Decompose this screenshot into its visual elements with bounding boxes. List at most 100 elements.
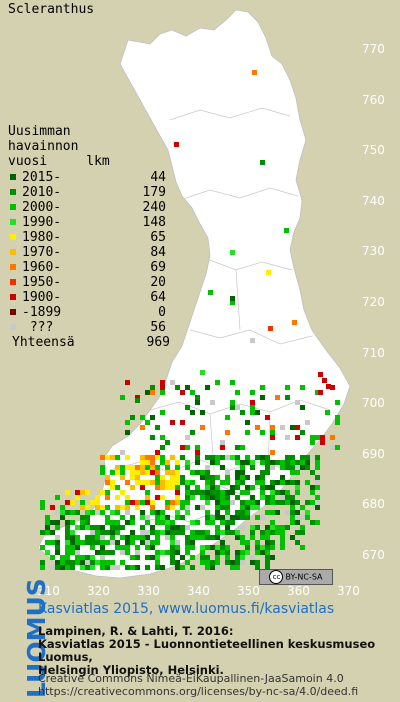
observation-square [85, 565, 90, 570]
observation-square [195, 505, 200, 510]
observation-square [85, 560, 90, 565]
observation-square [200, 370, 205, 375]
observation-square [40, 505, 45, 510]
observation-square [135, 565, 140, 570]
observation-square [310, 485, 315, 490]
observation-square [75, 490, 80, 495]
observation-square [318, 372, 323, 377]
observation-square [275, 500, 280, 505]
observation-square [50, 530, 55, 535]
observation-square [230, 500, 235, 505]
observation-square [208, 290, 213, 295]
observation-square [270, 490, 275, 495]
observation-square [270, 460, 275, 465]
observation-square [240, 535, 245, 540]
observation-square [115, 540, 120, 545]
observation-square [330, 445, 335, 450]
observation-square [305, 420, 310, 425]
legend-count: 179 [142, 185, 166, 200]
observation-square [220, 545, 225, 550]
observation-square [75, 525, 80, 530]
observation-square [280, 465, 285, 470]
observation-square [50, 565, 55, 570]
observation-square [65, 555, 70, 560]
observation-square [225, 525, 230, 530]
observation-square [225, 515, 230, 520]
observation-square [250, 535, 255, 540]
observation-square [130, 485, 135, 490]
observation-square [235, 515, 240, 520]
observation-square [100, 505, 105, 510]
observation-square [190, 520, 195, 525]
observation-square [70, 560, 75, 565]
observation-square [195, 485, 200, 490]
observation-square [284, 228, 289, 233]
observation-square [135, 555, 140, 560]
observation-square [215, 505, 220, 510]
observation-square [250, 505, 255, 510]
observation-square [160, 480, 165, 485]
observation-square [235, 390, 240, 395]
luomus-logo: LUOMUS [4, 578, 51, 698]
observation-square [235, 530, 240, 535]
observation-square [220, 490, 225, 495]
observation-square [165, 505, 170, 510]
legend-count: 20 [150, 275, 166, 290]
observation-square [295, 520, 300, 525]
observation-square [270, 530, 275, 535]
observation-square [175, 510, 180, 515]
legend-count: 56 [150, 320, 166, 335]
observation-square [125, 540, 130, 545]
observation-square [305, 480, 310, 485]
observation-square [285, 435, 290, 440]
observation-square [300, 460, 305, 465]
observation-square [200, 470, 205, 475]
observation-square [50, 555, 55, 560]
observation-square [315, 485, 320, 490]
observation-square [145, 520, 150, 525]
observation-square [200, 530, 205, 535]
observation-square [110, 455, 115, 460]
observation-square [225, 470, 230, 475]
observation-square [225, 550, 230, 555]
observation-square [45, 540, 50, 545]
cc-icon: cc [269, 570, 284, 584]
observation-square [225, 505, 230, 510]
observation-square [195, 520, 200, 525]
observation-square [160, 390, 165, 395]
observation-square [115, 465, 120, 470]
observation-square [205, 560, 210, 565]
observation-square [205, 490, 210, 495]
observation-square [100, 490, 105, 495]
observation-square [205, 385, 210, 390]
observation-square [270, 540, 275, 545]
observation-square [215, 455, 220, 460]
observation-square [135, 398, 140, 403]
observation-square [210, 490, 215, 495]
observation-square [220, 520, 225, 525]
observation-square [235, 470, 240, 475]
observation-square [190, 430, 195, 435]
observation-square [100, 560, 105, 565]
observation-square [280, 545, 285, 550]
observation-square [255, 560, 260, 565]
observation-square [265, 510, 270, 515]
observation-square [95, 500, 100, 505]
observation-square [85, 555, 90, 560]
observation-square [280, 460, 285, 465]
observation-square [210, 515, 215, 520]
total-value: 969 [146, 335, 170, 350]
observation-square [85, 490, 90, 495]
observation-square [95, 535, 100, 540]
observation-square [80, 515, 85, 520]
observation-square [125, 500, 130, 505]
atlas-headline[interactable]: Kasviatlas 2015, www.luomus.fi/kasviatla… [38, 601, 335, 617]
observation-square [215, 550, 220, 555]
observation-square [295, 480, 300, 485]
license-line[interactable]: https://creativecommons.org/licenses/by-… [38, 685, 359, 698]
observation-square [90, 510, 95, 515]
observation-square [310, 490, 315, 495]
observation-square [265, 535, 270, 540]
observation-square [140, 480, 145, 485]
observation-square [65, 510, 70, 515]
